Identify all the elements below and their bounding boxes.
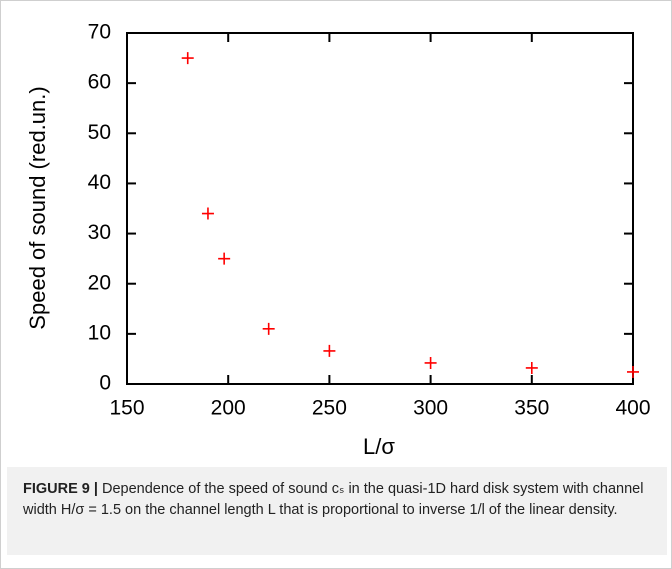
- caption-label: FIGURE 9 |: [23, 481, 98, 497]
- point: [262, 322, 275, 335]
- chart: Speed of sound (red.un.) L/σ 0 10 20 30 40 50…: [25, 21, 651, 459]
- point: [627, 365, 639, 378]
- x-tick-label: 400: [615, 397, 650, 420]
- y-axis-label: Speed of sound (red.un.): [25, 86, 50, 329]
- point: [323, 344, 336, 357]
- y-tick-label: 30: [88, 221, 111, 244]
- caption: FIGURE 9 | Dependence of the speed of so…: [7, 467, 667, 555]
- x-tick-label: 300: [413, 397, 448, 420]
- x-tick-label: 350: [514, 397, 549, 420]
- point: [424, 356, 437, 369]
- point: [181, 52, 194, 65]
- point: [218, 252, 231, 265]
- point: [525, 361, 538, 374]
- x-tick-label: 250: [312, 397, 347, 420]
- y-tick-label: 20: [88, 271, 111, 294]
- y-tick-label: 60: [88, 71, 111, 94]
- caption-text: Dependence of the speed of sound cₛ in t…: [23, 481, 644, 518]
- x-tick-label: 200: [211, 397, 246, 420]
- y-tick-label: 40: [88, 171, 111, 194]
- y-tick-label: 0: [99, 372, 111, 395]
- y-tick-label: 70: [88, 21, 111, 44]
- plot-frame: [126, 32, 634, 385]
- y-tick-label: 10: [88, 321, 111, 344]
- point: [201, 207, 214, 220]
- y-tick-label: 50: [88, 121, 111, 144]
- x-tick-label: 150: [109, 397, 144, 420]
- x-axis-label: L/σ: [363, 434, 395, 459]
